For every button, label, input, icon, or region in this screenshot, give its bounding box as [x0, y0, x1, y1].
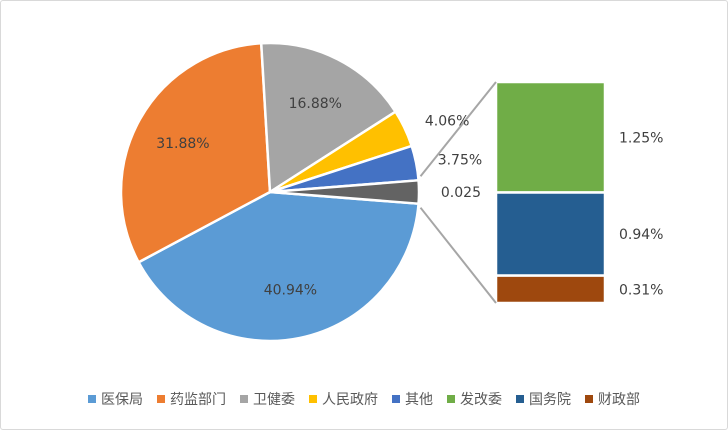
- pie-slice-series-2: [259, 41, 398, 195]
- bar-segment-series-5: [494, 80, 607, 194]
- legend-label: 人民政府: [322, 392, 378, 408]
- pie-slice-other: [269, 178, 421, 206]
- data-label-series-2: 16.88%: [289, 96, 342, 112]
- legend: 医保局 药监部门 卫健委 人民政府 其他 发改委 国务院 财政部: [0, 389, 728, 409]
- legend-swatch: [447, 395, 455, 403]
- pie-group: [119, 41, 421, 343]
- data-label-series-0: 40.94%: [264, 283, 317, 299]
- data-label-series-7: 0.31%: [619, 282, 663, 298]
- legend-swatch: [392, 395, 400, 403]
- connector-bottom: [419, 207, 497, 304]
- legend-item-series-7: 财政部: [585, 389, 640, 409]
- legend-item-series-6: 国务院: [516, 389, 571, 409]
- legend-item-series-1: 药监部门: [157, 389, 226, 409]
- secondary-bar-group: [494, 80, 607, 305]
- data-label-series-5: 1.25%: [619, 130, 663, 146]
- data-label-other: 0.025: [441, 185, 481, 201]
- legend-swatch: [88, 395, 96, 403]
- data-label-series-4: 3.75%: [438, 152, 482, 168]
- legend-swatch: [157, 395, 165, 403]
- legend-swatch: [240, 395, 248, 403]
- legend-label: 财政部: [598, 392, 640, 408]
- data-label-series-6: 0.94%: [619, 227, 663, 243]
- legend-swatch: [309, 395, 317, 403]
- legend-label: 其他: [405, 392, 433, 408]
- legend-item-series-3: 人民政府: [309, 389, 378, 409]
- legend-item-series-0: 医保局: [88, 389, 143, 409]
- data-labels: 40.94% 31.88% 16.88% 4.06% 3.75% 0.025 1.25% 0.…: [156, 96, 663, 299]
- legend-item-series-4: 其他: [392, 389, 433, 409]
- data-label-series-3: 4.06%: [425, 114, 469, 130]
- legend-item-series-5: 发改委: [447, 389, 502, 409]
- pie-slice-series-0: [136, 190, 420, 343]
- legend-label: 卫健委: [253, 392, 295, 408]
- legend-label: 国务院: [529, 392, 571, 408]
- pie-slice-series-1: [119, 41, 272, 264]
- legend-item-series-2: 卫健委: [240, 389, 295, 409]
- legend-label: 医保局: [101, 392, 143, 408]
- connector-top: [419, 81, 497, 177]
- data-label-series-1: 31.88%: [156, 136, 209, 152]
- bar-segment-series-6: [494, 191, 607, 277]
- bar-segment-series-7: [494, 274, 607, 305]
- legend-swatch: [516, 395, 524, 403]
- legend-label: 药监部门: [170, 392, 226, 408]
- legend-swatch: [585, 395, 593, 403]
- legend-label: 发改委: [460, 392, 502, 408]
